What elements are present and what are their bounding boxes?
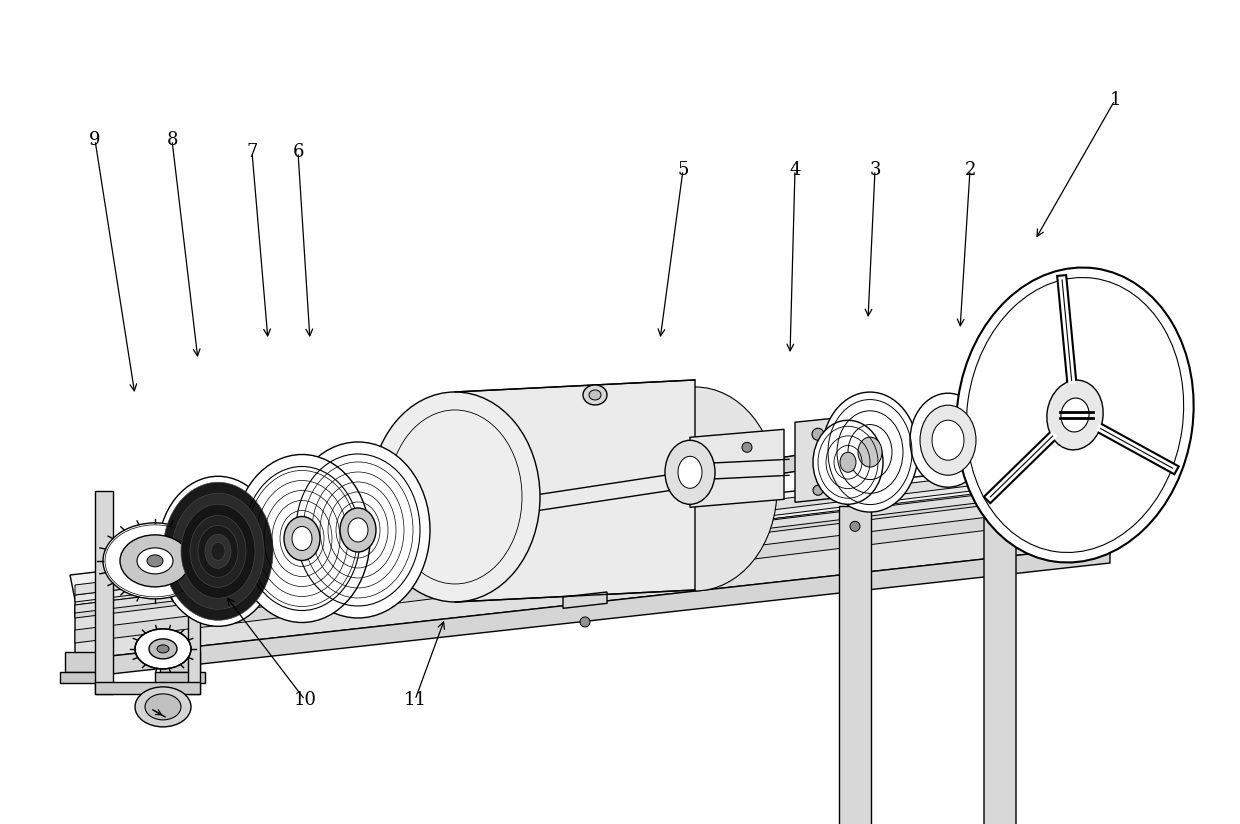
Text: 8: 8 [166, 131, 177, 149]
Ellipse shape [135, 629, 191, 669]
Ellipse shape [136, 548, 174, 574]
Ellipse shape [135, 687, 191, 727]
Ellipse shape [994, 499, 1004, 509]
Ellipse shape [1025, 486, 1034, 494]
Ellipse shape [103, 523, 207, 599]
Polygon shape [985, 472, 1016, 824]
Ellipse shape [966, 278, 1184, 552]
Polygon shape [74, 480, 1100, 613]
Polygon shape [69, 455, 1110, 600]
Ellipse shape [291, 527, 312, 550]
Ellipse shape [145, 694, 181, 720]
Ellipse shape [286, 442, 430, 618]
Ellipse shape [910, 393, 986, 487]
Polygon shape [74, 545, 1110, 678]
Text: 9: 9 [89, 131, 100, 149]
Polygon shape [100, 422, 1016, 578]
Ellipse shape [956, 268, 1194, 563]
Text: 3: 3 [869, 161, 880, 179]
Polygon shape [188, 491, 200, 694]
Text: 11: 11 [403, 691, 427, 709]
Ellipse shape [678, 456, 702, 489]
Ellipse shape [370, 392, 539, 602]
Polygon shape [455, 380, 694, 602]
Ellipse shape [858, 437, 882, 467]
Polygon shape [286, 530, 304, 618]
Polygon shape [74, 477, 1110, 618]
Polygon shape [74, 480, 1110, 660]
Polygon shape [689, 429, 784, 508]
Ellipse shape [613, 387, 777, 591]
Polygon shape [155, 672, 205, 683]
Polygon shape [74, 468, 1100, 602]
Polygon shape [60, 672, 110, 683]
Ellipse shape [120, 535, 190, 587]
Ellipse shape [583, 385, 608, 405]
Text: 4: 4 [790, 161, 801, 179]
Polygon shape [95, 491, 113, 694]
Ellipse shape [190, 515, 246, 588]
Polygon shape [839, 506, 870, 824]
Ellipse shape [813, 485, 823, 495]
Ellipse shape [580, 617, 590, 627]
Ellipse shape [149, 639, 177, 659]
Text: 5: 5 [677, 161, 688, 179]
Polygon shape [1012, 471, 1048, 549]
Polygon shape [74, 502, 1110, 643]
Ellipse shape [340, 508, 376, 552]
Ellipse shape [284, 517, 320, 560]
Ellipse shape [839, 452, 856, 472]
Polygon shape [64, 652, 105, 672]
Polygon shape [795, 417, 843, 503]
Ellipse shape [348, 518, 368, 542]
Ellipse shape [198, 525, 238, 578]
Ellipse shape [1025, 526, 1034, 534]
Ellipse shape [589, 390, 601, 400]
Text: 2: 2 [965, 161, 976, 179]
Ellipse shape [172, 494, 264, 609]
Ellipse shape [812, 428, 825, 440]
Ellipse shape [157, 476, 278, 626]
Ellipse shape [157, 645, 169, 653]
Polygon shape [234, 539, 252, 622]
Polygon shape [95, 682, 200, 694]
Ellipse shape [162, 482, 273, 620]
Ellipse shape [148, 555, 162, 567]
Ellipse shape [1061, 398, 1089, 432]
Text: 1: 1 [1110, 91, 1121, 109]
Ellipse shape [1047, 380, 1104, 450]
Ellipse shape [181, 504, 255, 598]
Polygon shape [74, 460, 1100, 595]
Ellipse shape [665, 440, 715, 504]
Text: 10: 10 [294, 691, 316, 709]
Ellipse shape [920, 405, 976, 475]
Ellipse shape [742, 442, 751, 452]
Polygon shape [160, 652, 200, 672]
Ellipse shape [234, 455, 370, 622]
Ellipse shape [932, 420, 963, 460]
Polygon shape [563, 592, 608, 608]
Polygon shape [74, 483, 1100, 617]
Ellipse shape [849, 522, 861, 531]
Ellipse shape [211, 542, 224, 560]
Ellipse shape [822, 392, 918, 512]
Ellipse shape [205, 534, 231, 569]
Ellipse shape [813, 420, 883, 504]
Text: 7: 7 [247, 143, 258, 161]
Text: 6: 6 [293, 143, 304, 161]
